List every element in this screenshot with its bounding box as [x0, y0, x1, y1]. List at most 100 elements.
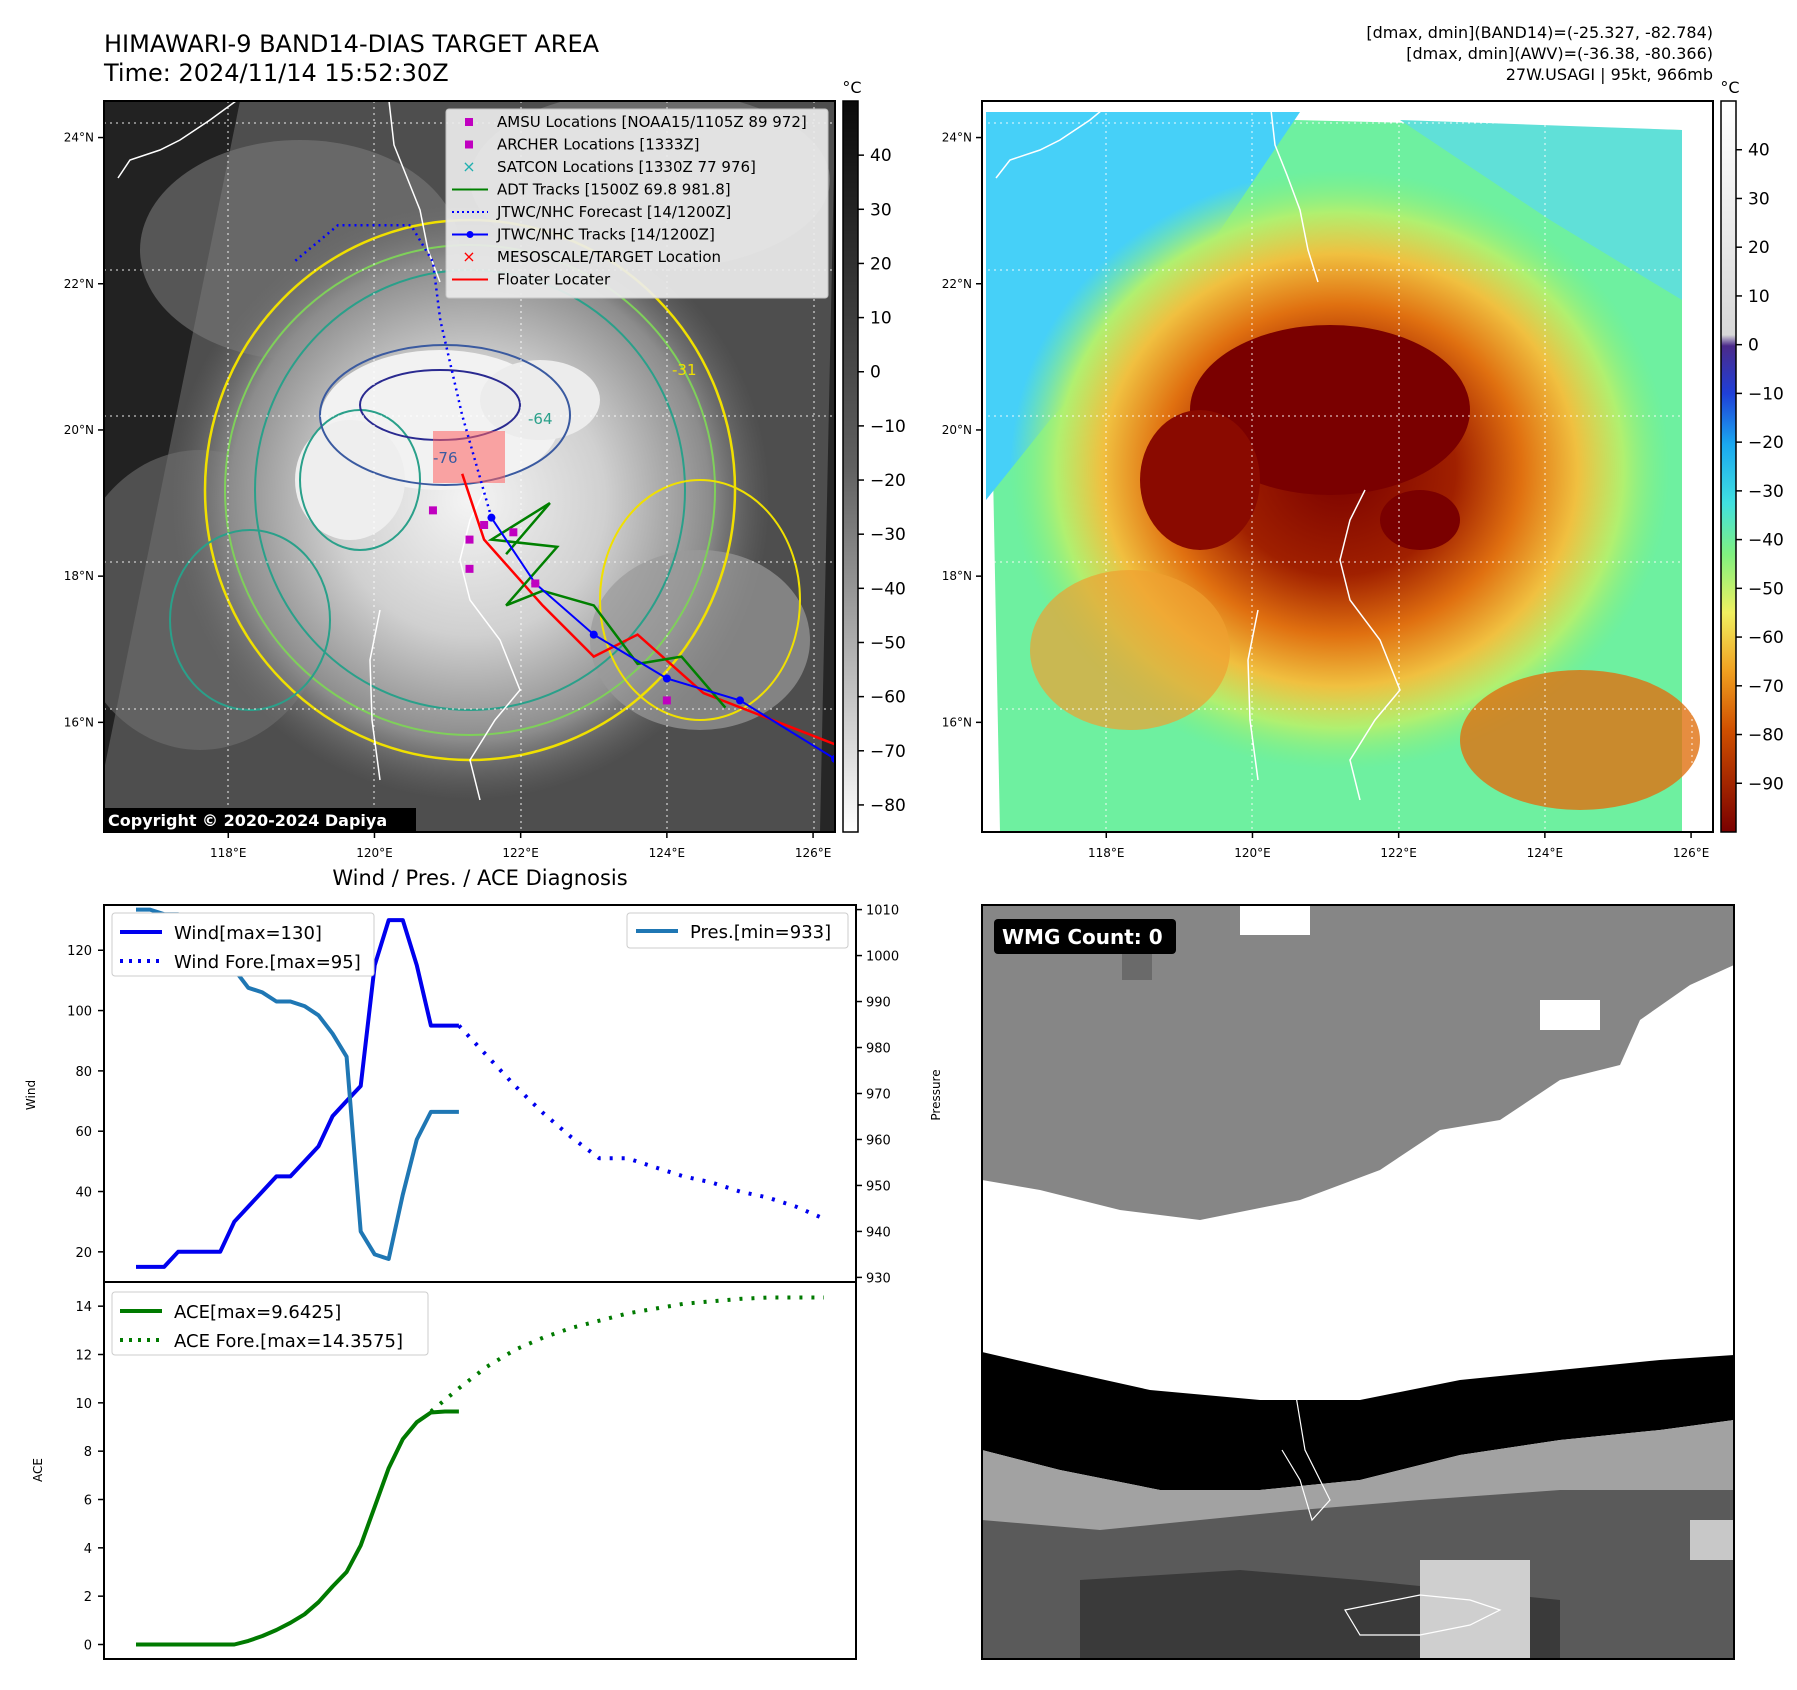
colorbar-tick-label: −30	[870, 525, 906, 545]
lon-label: 124°E	[1527, 846, 1564, 860]
ir-legend-items: AMSU Locations [NOAA15/1105Z 89 972] ARCH…	[452, 113, 807, 289]
ir-legend-label: AMSU Locations [NOAA15/1105Z 89 972]	[497, 113, 807, 131]
ace-tick-label: 4	[84, 1542, 92, 1557]
ir-imagery: -76 -64 -31	[104, 101, 835, 832]
jtwc-track-point	[735, 696, 744, 705]
pres-tick-label: 930	[866, 1271, 891, 1286]
info-awv: [dmax, dmin](AWV)=(-36.38, -80.366)	[1406, 44, 1713, 63]
ir-colorbar-unit: °C	[842, 78, 861, 97]
wv-imagery	[982, 101, 1713, 832]
colorbar-tick-label: 0	[1748, 336, 1759, 356]
wind-legend	[111, 912, 375, 977]
colorbar-tick-label: 30	[870, 200, 892, 220]
pres-tick-label: 970	[866, 1088, 891, 1103]
wind-tick-label: 80	[75, 1065, 92, 1080]
ace-tick-label: 2	[84, 1590, 92, 1605]
pres-tick-label: 1000	[866, 950, 899, 965]
lat-label: 20°N	[942, 423, 972, 437]
legend-x-marker: ×	[462, 157, 475, 176]
lon-label: 124°E	[649, 846, 686, 860]
wv-map-panel	[981, 100, 1714, 833]
colorbar-tick-label: 20	[1748, 238, 1770, 258]
contour-label-31: -31	[672, 361, 697, 379]
colorbar-tick-label: 0	[870, 363, 881, 383]
ir-legend-entry: × MESOSCALE/TARGET Location	[462, 247, 721, 266]
ir-legend	[445, 108, 829, 299]
legend-square-marker	[465, 118, 473, 126]
ace-tick-label: 14	[75, 1300, 92, 1315]
ir-legend-entry: JTWC/NHC Tracks [14/1200Z]	[452, 226, 715, 244]
pres-tick-label: 960	[866, 1133, 891, 1148]
pres-tick-label: 940	[866, 1225, 891, 1240]
legend-wind: Wind[max=130]	[174, 923, 322, 944]
amsu-location-marker	[509, 528, 518, 537]
ir-legend-entry: Floater Locater	[452, 271, 611, 289]
ir-legend-label: JTWC/NHC Tracks [14/1200Z]	[496, 226, 715, 244]
wind-tick-label: 100	[67, 1005, 92, 1020]
ir-legend-label: ADT Tracks [1500Z 69.8 981.8]	[497, 181, 731, 199]
colorbar-tick-label: −40	[1748, 531, 1784, 551]
ir-legend-label: Floater Locater	[497, 271, 611, 289]
copyright-label: Copyright © 2020-2024 Dapiya	[108, 811, 387, 830]
ace-tick-label: 8	[84, 1445, 92, 1460]
lat-label: 16°N	[942, 715, 972, 729]
colorbar-tick-label: −30	[1748, 482, 1784, 502]
legend-square-marker	[465, 140, 473, 149]
lon-label: 120°E	[1234, 846, 1271, 860]
pres-tick-label: 980	[866, 1042, 891, 1057]
pres-legend	[626, 912, 849, 949]
ir-map-panel: -76 -64 -31 Copyright © 2020-2024 Dapiya…	[103, 100, 836, 833]
wind-tick-label: 40	[75, 1186, 92, 1201]
amsu-location-marker	[531, 579, 540, 588]
lat-label: 16°N	[64, 715, 94, 729]
legend-x-marker: ×	[462, 247, 475, 266]
colorbar-tick-label: 40	[870, 146, 892, 166]
wv-colorbar: °C 40 30 20 10 0 −10 −20 −30 −40 −50 −60 −70 −80 −90	[1720, 78, 1784, 833]
lat-label: 24°N	[942, 131, 972, 145]
figure-title: HIMAWARI-9 BAND14-DIAS TARGET AREA	[104, 30, 600, 58]
amsu-location-marker	[662, 696, 671, 705]
colorbar-tick-label: −50	[1748, 579, 1784, 599]
colorbar-tick-label: −60	[1748, 628, 1784, 648]
lat-label: 24°N	[64, 131, 94, 145]
ir-legend-entry: ARCHER Locations [1333Z]	[465, 136, 700, 154]
figure-time: Time: 2024/11/14 15:52:30Z	[103, 59, 449, 87]
colorbar-tick-label: −90	[1748, 774, 1784, 794]
target-area-box	[433, 431, 505, 483]
legend-ace: ACE[max=9.6425]	[174, 1302, 341, 1323]
ir-legend-entry: ADT Tracks [1500Z 69.8 981.8]	[452, 181, 731, 199]
info-storm: 27W.USAGI | 95kt, 966mb	[1506, 65, 1713, 84]
colorbar-tick-label: −70	[870, 742, 906, 762]
ir-legend-entry: × SATCON Locations [1330Z 77 976]	[462, 157, 756, 176]
colorbar-tick-label: −60	[870, 688, 906, 708]
ir-legend-label: JTWC/NHC Forecast [14/1200Z]	[496, 203, 731, 221]
ir-legend-entry: JTWC/NHC Forecast [14/1200Z]	[452, 203, 731, 221]
ir-legend-label: MESOSCALE/TARGET Location	[497, 248, 721, 266]
pressure-ylabel: Pressure	[929, 1069, 943, 1120]
lat-label: 22°N	[64, 277, 94, 291]
legend-ace-fore: ACE Fore.[max=14.3575]	[174, 1331, 403, 1352]
colorbar-tick-label: −10	[1748, 384, 1784, 404]
colorbar-tick-label: −80	[1748, 726, 1784, 746]
wind-pressure-panel: 20 40 60 80 100 120 930 940 950 960 970 980 990 1000…	[24, 904, 943, 1287]
jtwc-track-point	[487, 513, 496, 522]
ace-tick-label: 0	[84, 1639, 92, 1654]
lat-label: 20°N	[64, 423, 94, 437]
lon-label: 126°E	[795, 846, 832, 860]
ace-panel: 0 2 4 6 8 10 12 14 ACE ACE[max=9.6425] ACE Fore…	[31, 1281, 857, 1660]
contour-label-64: -64	[528, 410, 553, 428]
lon-label: 118°E	[1088, 846, 1125, 860]
ir-map-axis-labels: 118°E 120°E 122°E 124°E 126°E 24°N 22°N 20°N 18°…	[64, 131, 832, 860]
ir-colorbar: °C 40 30 20 10 0 −10 −20 −30 −40 −50 −60 −70 −80	[842, 78, 906, 833]
amsu-locations	[428, 506, 671, 705]
colorbar-tick-label: −70	[1748, 677, 1784, 697]
lon-label: 118°E	[210, 846, 247, 860]
colorbar-tick-label: −20	[1748, 433, 1784, 453]
lon-label: 122°E	[502, 846, 539, 860]
wv-colorbar-unit: °C	[1720, 78, 1739, 97]
colorbar-tick-label: −50	[870, 633, 906, 653]
wind-tick-label: 60	[75, 1125, 92, 1140]
amsu-location-marker	[465, 535, 474, 544]
ace-tick-label: 10	[75, 1397, 92, 1412]
colorbar-tick-label: −10	[870, 417, 906, 437]
